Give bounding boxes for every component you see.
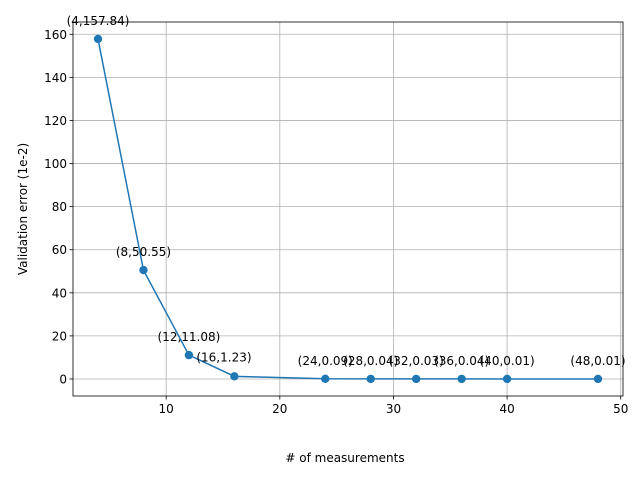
data-label: (24,0.09): [298, 354, 353, 368]
data-labels: (4,157.84) (8,50.55) (12,11.08) (16,1.23) (2…: [67, 14, 626, 368]
data-point: [457, 374, 466, 384]
y-axis-ticks: 0 20 40 60 80 100 120 140 160: [44, 28, 73, 386]
y-tick-label: 60: [52, 243, 67, 257]
x-axis-ticks: 10 20 30 40 50: [159, 396, 628, 416]
y-tick-label: 120: [44, 114, 67, 128]
y-tick-label: 80: [52, 200, 67, 214]
data-label: (32,0.03): [389, 354, 444, 368]
x-tick-label: 20: [272, 402, 287, 416]
data-label: (8,50.55): [116, 245, 171, 259]
data-label: (48,0.01): [570, 354, 625, 368]
grid: [73, 22, 623, 396]
y-tick-label: 100: [44, 157, 67, 171]
x-tick-label: 50: [613, 402, 628, 416]
data-label: (28,0.04): [343, 354, 398, 368]
y-tick-label: 40: [52, 286, 67, 300]
data-point: [93, 34, 103, 44]
y-axis-label: Validation error (1e-2): [16, 143, 30, 275]
y-tick-label: 140: [44, 71, 67, 85]
data-label: (12,11.08): [158, 330, 221, 344]
data-point: [184, 350, 194, 360]
data-label: (16,1.23): [196, 350, 251, 364]
series-line: [97, 38, 598, 380]
y-tick-label: 0: [59, 372, 67, 386]
series-group: [93, 34, 603, 384]
data-label: (40,0.01): [480, 354, 535, 368]
data-point: [593, 374, 603, 384]
data-point: [366, 374, 375, 384]
plot-frame: [72, 21, 624, 397]
data-label: (4,157.84): [67, 14, 130, 28]
y-tick-label: 20: [52, 329, 67, 343]
x-tick-label: 40: [499, 402, 514, 416]
data-point: [411, 374, 421, 384]
data-point: [139, 265, 148, 275]
x-tick-label: 30: [386, 402, 401, 416]
data-point: [321, 374, 330, 383]
x-axis-label: # of measurements: [285, 451, 404, 465]
data-point: [230, 372, 239, 381]
x-tick-label: 10: [159, 402, 174, 416]
data-point: [502, 374, 512, 384]
y-tick-label: 160: [44, 28, 67, 42]
data-label: (36,0.04): [434, 354, 489, 368]
